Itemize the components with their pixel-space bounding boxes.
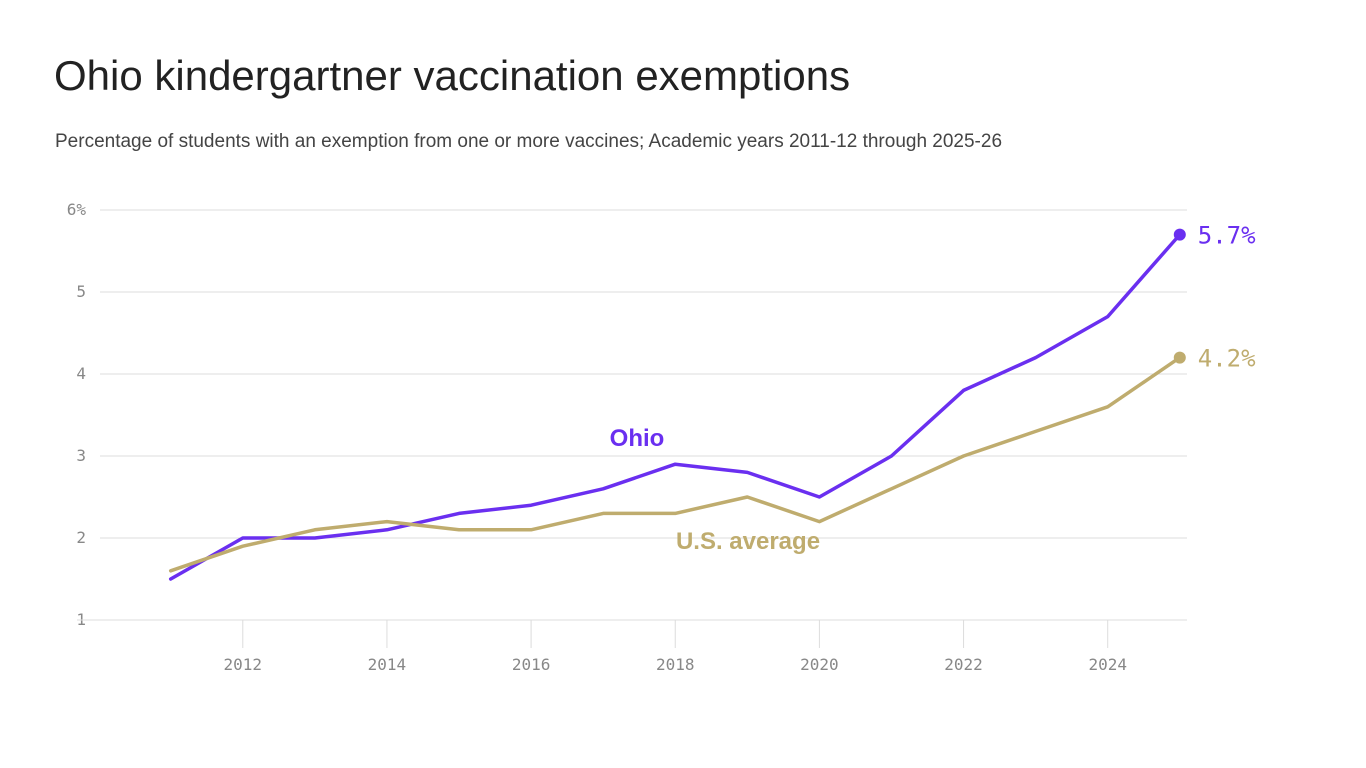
series-line-ohio: [168, 232, 1182, 581]
series-line-us-average: [168, 355, 1182, 573]
x-tick-label: 2024: [1088, 655, 1127, 674]
y-tick-label: 6%: [67, 200, 87, 219]
y-tick-label: 2: [76, 528, 86, 547]
end-point-ohio: [1173, 228, 1186, 241]
chart-title: Ohio kindergartner vaccination exemption…: [54, 52, 851, 99]
grid-layer: [100, 209, 1187, 539]
y-tick-label: 4: [76, 364, 86, 383]
series-label-us-average: U.S. average: [676, 528, 820, 555]
x-tick-label: 2018: [656, 655, 695, 674]
x-tick-label: 2016: [512, 655, 551, 674]
end-value-label-us-average: 4.2%: [1198, 345, 1256, 373]
series-label-ohio: Ohio: [610, 425, 665, 452]
x-tick-label: 2022: [944, 655, 983, 674]
chart-subtitle: Percentage of students with an exemption…: [55, 131, 1003, 152]
series-layer: [168, 228, 1186, 581]
end-value-label-ohio: 5.7%: [1198, 222, 1256, 250]
y-tick-label: 3: [76, 446, 86, 465]
x-tick-label: 2014: [368, 655, 407, 674]
x-tick-label: 2012: [224, 655, 263, 674]
x-tick-label: 2020: [800, 655, 839, 674]
y-tick-label: 5: [76, 282, 86, 301]
end-point-us-average: [1173, 351, 1186, 364]
label-layer: 5.7% Ohio 4.2% U.S. average: [610, 222, 1256, 555]
